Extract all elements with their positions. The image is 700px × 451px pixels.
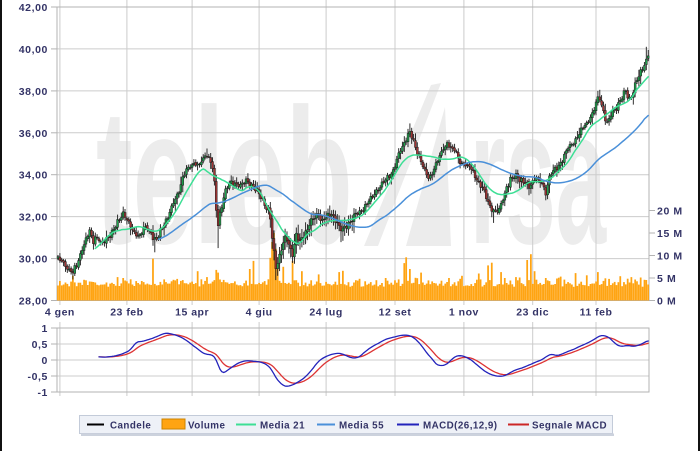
svg-text:-0,5: -0,5 — [28, 371, 49, 383]
svg-text:42,00: 42,00 — [19, 2, 48, 14]
svg-text:5 M: 5 M — [657, 273, 676, 285]
svg-text:4 giu: 4 giu — [246, 307, 273, 319]
svg-text:-1: -1 — [37, 387, 48, 399]
svg-text:34,00: 34,00 — [19, 170, 48, 182]
svg-text:12 set: 12 set — [379, 307, 412, 319]
svg-text:36,00: 36,00 — [19, 128, 48, 140]
svg-text:0: 0 — [42, 355, 48, 367]
svg-text:20 M: 20 M — [657, 206, 683, 218]
svg-text:15 M: 15 M — [657, 228, 683, 240]
svg-text:11 feb: 11 feb — [580, 307, 613, 319]
svg-text:0,5: 0,5 — [32, 339, 48, 351]
svg-text:Volume: Volume — [188, 421, 225, 432]
svg-text:15 apr: 15 apr — [175, 307, 209, 319]
svg-text:Media 21: Media 21 — [260, 421, 305, 432]
svg-text:MACD(26,12,9): MACD(26,12,9) — [423, 421, 497, 432]
svg-text:24 lug: 24 lug — [309, 307, 342, 319]
svg-text:10 M: 10 M — [657, 251, 683, 263]
svg-text:teleb: teleb — [96, 70, 353, 285]
svg-text:1 nov: 1 nov — [449, 307, 479, 319]
svg-text:0 M: 0 M — [657, 296, 676, 308]
svg-text:Candele: Candele — [110, 421, 151, 432]
svg-text:38,00: 38,00 — [19, 86, 48, 98]
svg-text:Media 55: Media 55 — [339, 421, 384, 432]
svg-text:32,00: 32,00 — [19, 212, 48, 224]
svg-text:4 gen: 4 gen — [45, 307, 75, 319]
svg-text:1: 1 — [42, 323, 48, 335]
svg-text:23 dic: 23 dic — [516, 307, 549, 319]
svg-text:28,00: 28,00 — [19, 296, 48, 308]
svg-text:Segnale MACD: Segnale MACD — [532, 421, 607, 432]
svg-text:40,00: 40,00 — [19, 44, 48, 56]
svg-text:30,00: 30,00 — [19, 254, 48, 266]
svg-text:23 feb: 23 feb — [110, 307, 143, 319]
